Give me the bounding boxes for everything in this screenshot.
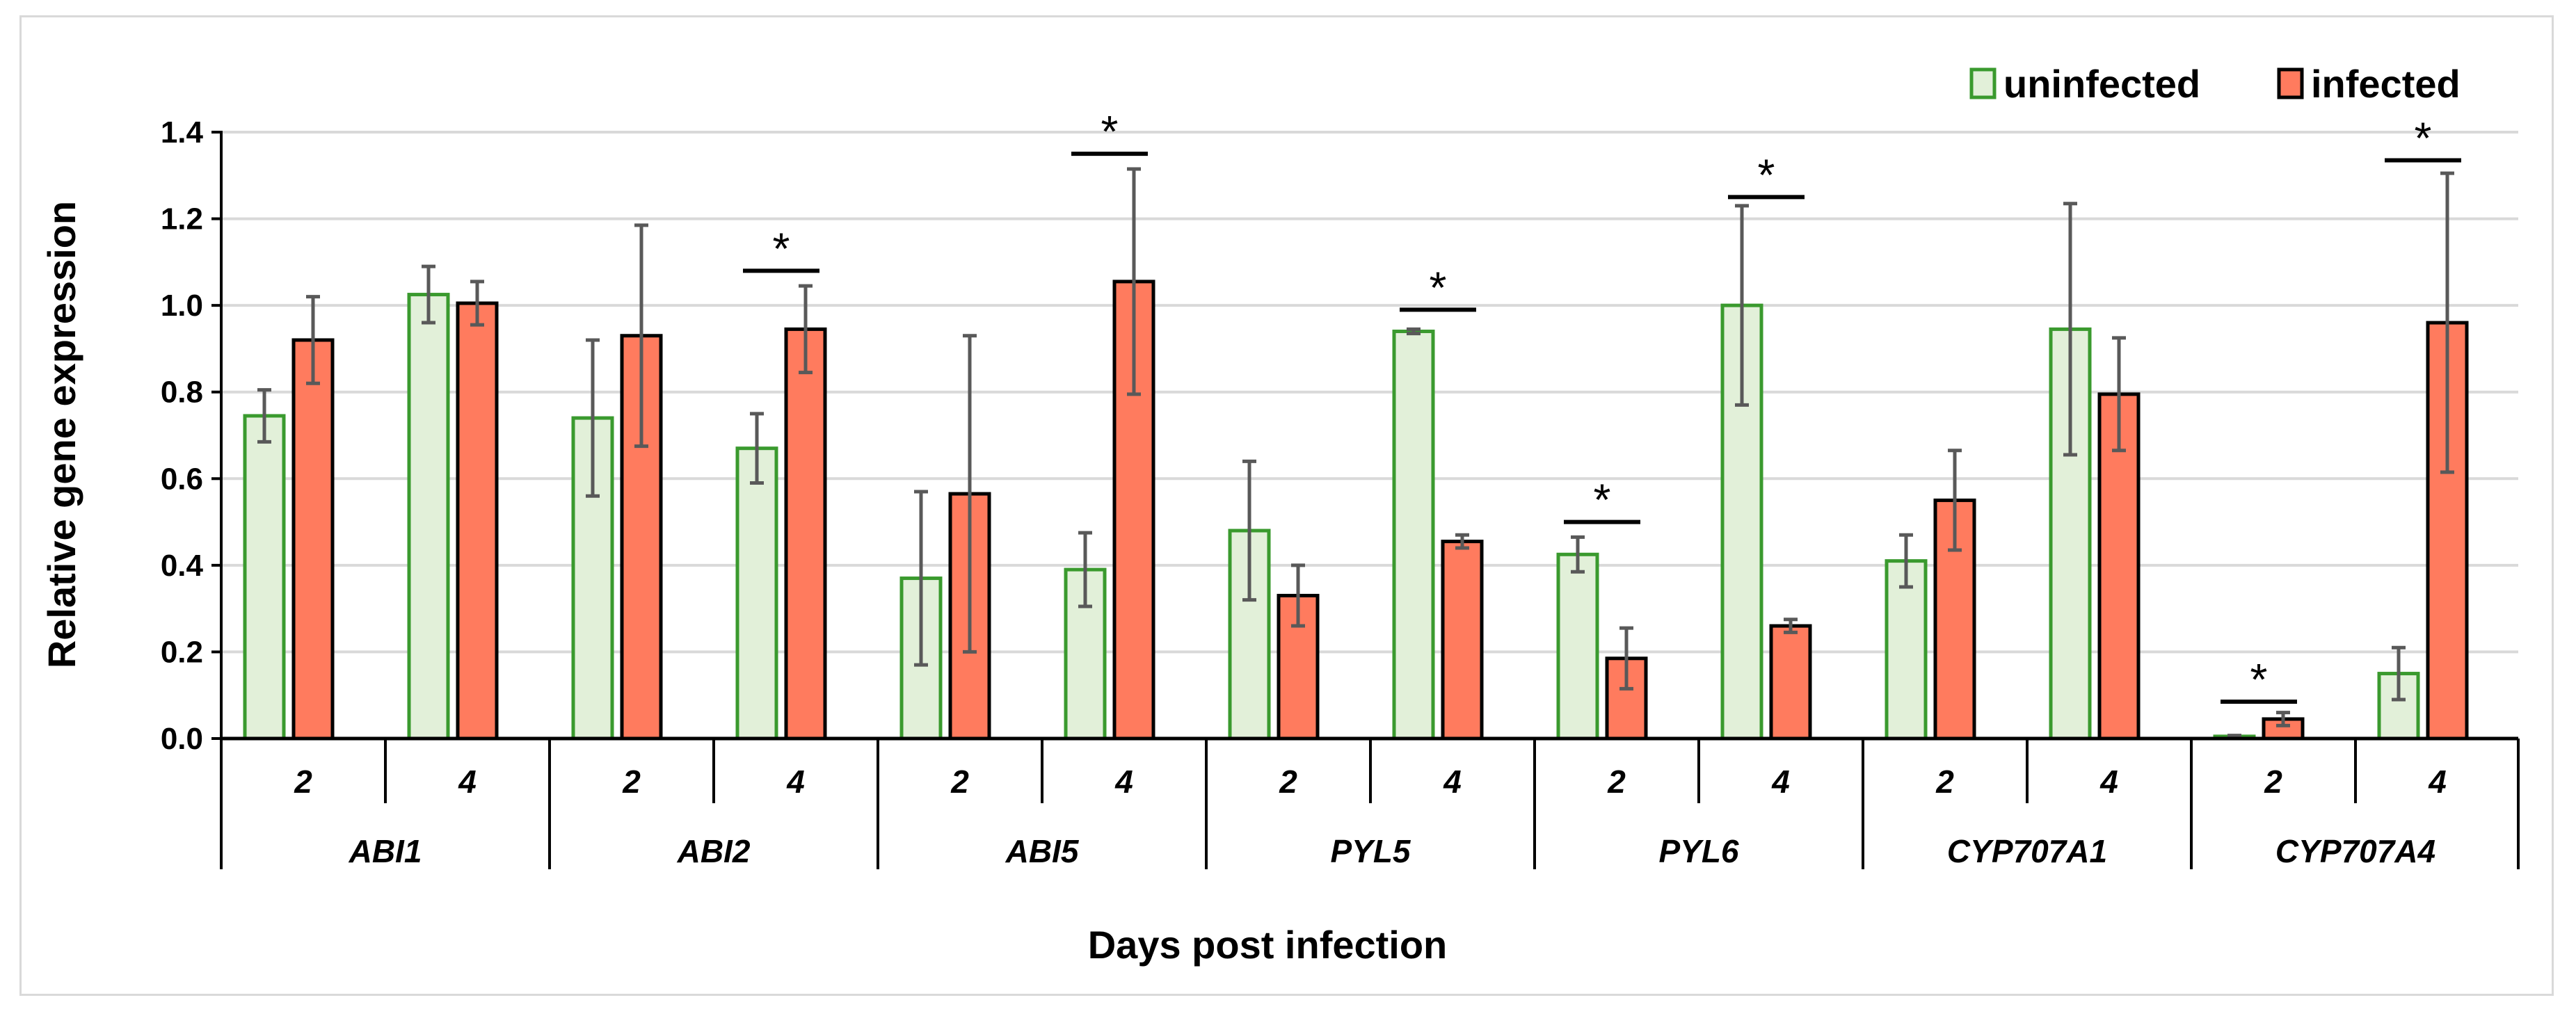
chart-frame xyxy=(19,15,2554,996)
gridlines xyxy=(221,131,2518,654)
day-label: 2 xyxy=(950,764,969,800)
bar-infected xyxy=(291,338,335,741)
x-axis: 2 4 ABI1 2 4 ABI2 2 4 ABI5 2 4 PYL5 2 4 PYL6 2 4 CYP707A1… xyxy=(220,736,2520,869)
gene-label: ABI1 xyxy=(349,833,422,869)
day-label: 2 xyxy=(1607,764,1626,800)
significance-star: * xyxy=(1594,475,1611,525)
legend-swatch-uninfected xyxy=(1969,67,1997,99)
bar-infected xyxy=(456,301,499,741)
legend-swatch-infected xyxy=(2277,67,2304,99)
significance-star: * xyxy=(1101,106,1119,156)
x-axis-title: Days post infection xyxy=(1088,923,1448,967)
day-label: 2 xyxy=(1279,764,1297,800)
bar-infected xyxy=(1769,624,1812,741)
gene-label: CYP707A4 xyxy=(2275,833,2435,869)
day-label: 4 xyxy=(1443,764,1462,800)
day-label: 2 xyxy=(2264,764,2282,800)
day-label: 2 xyxy=(1935,764,1954,800)
bar-uninfected xyxy=(1392,330,1435,741)
legend-label-infected: infected xyxy=(2311,62,2461,106)
y-tick-label: 0.2 xyxy=(161,635,203,669)
bar-infected xyxy=(1441,540,1484,741)
bar-infected xyxy=(784,327,827,741)
gene-label: ABI5 xyxy=(1005,833,1080,869)
gene-label: PYL6 xyxy=(1658,833,1738,869)
day-label: 4 xyxy=(1771,764,1790,800)
significance-star: * xyxy=(1758,150,1775,200)
day-label: 2 xyxy=(294,764,312,800)
y-axis-title: Relative gene expression xyxy=(40,201,83,668)
y-tick-label: 1.4 xyxy=(161,115,204,150)
gene-label: CYP707A1 xyxy=(1947,833,2107,869)
bar-uninfected xyxy=(1556,552,1599,741)
bars xyxy=(243,280,2469,741)
y-axis: 0.0 0.2 0.4 0.6 0.8 1.0 1.2 1.4 xyxy=(161,115,223,756)
y-tick-label: 1.2 xyxy=(161,202,203,236)
gene-label: ABI2 xyxy=(677,833,751,869)
day-label: 4 xyxy=(2099,764,2118,800)
day-label: 4 xyxy=(458,764,477,800)
bar-uninfected xyxy=(407,293,450,741)
significance-markers: * * * * * * * xyxy=(743,106,2461,704)
gene-label: PYL5 xyxy=(1330,833,1411,869)
legend: uninfected infected xyxy=(1969,62,2461,106)
y-tick-label: 0.4 xyxy=(161,549,204,583)
error-bars xyxy=(257,167,2454,739)
significance-star: * xyxy=(1430,262,1447,312)
day-label: 4 xyxy=(2428,764,2447,800)
significance-star: * xyxy=(2250,654,2268,704)
day-label: 2 xyxy=(622,764,641,800)
y-tick-label: 0.6 xyxy=(161,462,203,496)
bar-uninfected xyxy=(243,414,286,741)
y-tick-label: 1.0 xyxy=(161,289,203,323)
day-label: 4 xyxy=(1114,764,1133,800)
y-tick-label: 0.0 xyxy=(161,722,203,756)
day-label: 4 xyxy=(786,764,805,800)
significance-star: * xyxy=(773,223,790,273)
bar-uninfected xyxy=(2049,327,2092,741)
y-tick-label: 0.8 xyxy=(161,376,203,410)
significance-star: * xyxy=(2415,113,2432,163)
bar-uninfected xyxy=(735,446,778,741)
legend-label-uninfected: uninfected xyxy=(2003,62,2200,106)
